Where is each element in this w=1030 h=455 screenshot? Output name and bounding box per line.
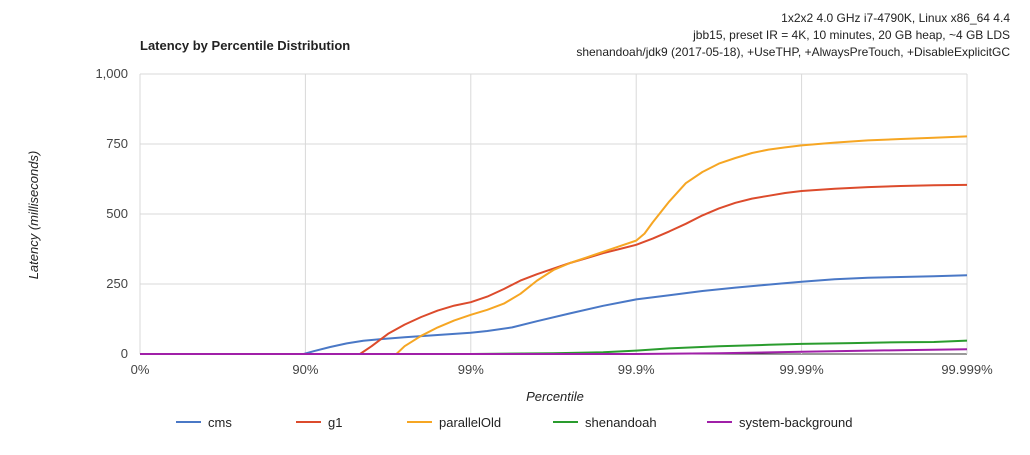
x-tick-label: 99.999% bbox=[941, 362, 993, 377]
legend: cms g1 parallelOld shenandoah system-backgro… bbox=[176, 415, 852, 430]
x-tick-labels: 0% 90% 99% 99.9% 99.99% 99.999% bbox=[131, 362, 993, 377]
y-tick-labels: 0 250 500 750 1,000 bbox=[95, 66, 128, 361]
grid-layer bbox=[139, 73, 968, 355]
y-tick-label: 1,000 bbox=[95, 66, 128, 81]
legend-label-g1: g1 bbox=[328, 415, 342, 430]
y-tick-label: 500 bbox=[106, 206, 128, 221]
x-axis-title: Percentile bbox=[526, 389, 584, 404]
series-line-g1 bbox=[140, 183, 968, 355]
chart-title: Latency by Percentile Distribution bbox=[140, 38, 350, 53]
series-line-parallelOld bbox=[140, 135, 968, 355]
legend-label-shenandoah: shenandoah bbox=[585, 415, 657, 430]
x-tick-label: 99.9% bbox=[618, 362, 655, 377]
subtitle-line-3: shenandoah/jdk9 (2017-05-18), +UseTHP, +… bbox=[576, 45, 1010, 59]
x-tick-label: 90% bbox=[292, 362, 318, 377]
y-tick-label: 0 bbox=[121, 346, 128, 361]
legend-label-cms: cms bbox=[208, 415, 232, 430]
y-tick-label: 250 bbox=[106, 276, 128, 291]
legend-label-parallelOld: parallelOld bbox=[439, 415, 501, 430]
x-tick-label: 99.99% bbox=[780, 362, 825, 377]
subtitle-line-1: 1x2x2 4.0 GHz i7-4790K, Linux x86_64 4.4 bbox=[781, 11, 1010, 25]
subtitle-line-2: jbb15, preset IR = 4K, 10 minutes, 20 GB… bbox=[692, 28, 1010, 42]
series-line-cms bbox=[140, 274, 968, 355]
x-tick-label: 0% bbox=[131, 362, 150, 377]
y-tick-label: 750 bbox=[106, 136, 128, 151]
legend-label-system-background: system-background bbox=[739, 415, 852, 430]
series-line-system-background bbox=[140, 348, 968, 355]
y-axis-title: Latency (milliseconds) bbox=[26, 151, 41, 280]
x-tick-label: 99% bbox=[458, 362, 484, 377]
series-layer bbox=[140, 135, 968, 355]
